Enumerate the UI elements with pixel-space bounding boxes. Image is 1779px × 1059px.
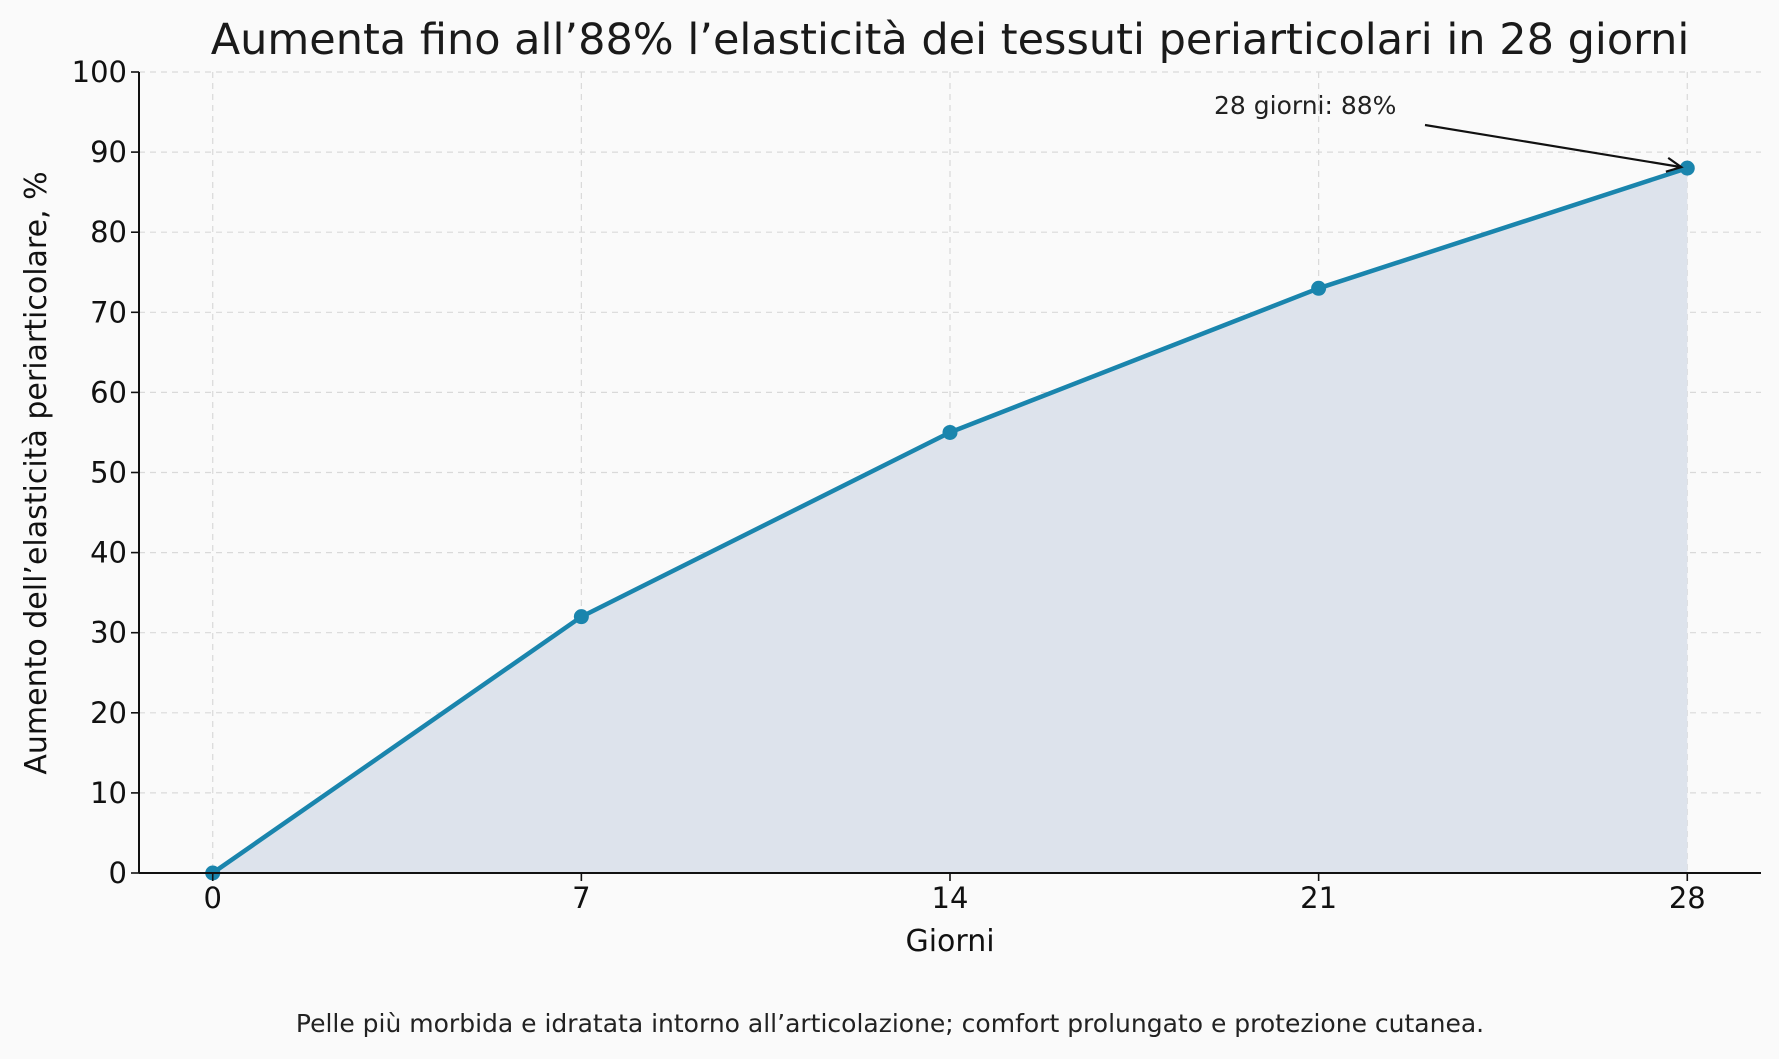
y-tick-label-1: 10: [90, 776, 127, 810]
y-tick-label-10: 100: [72, 55, 127, 89]
x-tick-label-3: 21: [1300, 881, 1337, 915]
y-ticks: 0 10 20 30 40 50 60 70 80 90 100: [72, 55, 139, 890]
annotation-text: 28 giorni: 88%: [1214, 91, 1396, 120]
y-tick-label-7: 70: [90, 295, 127, 329]
data-point-4: [1679, 160, 1695, 176]
x-tick-label-0: 0: [204, 881, 222, 915]
y-tick-label-6: 60: [90, 375, 127, 409]
y-tick-label-9: 90: [90, 135, 127, 169]
area-fill: [212, 168, 1688, 874]
y-tick-label-3: 30: [90, 616, 127, 650]
annotation-arrow: [1424, 123, 1682, 169]
annotation-arrowhead: [1665, 157, 1684, 173]
x-tick-label-4: 28: [1669, 881, 1706, 915]
annotation: 28 giorni: 88%: [1214, 91, 1684, 173]
data-point-3: [1311, 280, 1327, 296]
x-axis-label: Giorni: [905, 924, 994, 959]
y-tick-label-0: 0: [109, 856, 127, 890]
caption: Pelle più morbida e idratata intorno all…: [296, 1009, 1484, 1038]
x-ticks: 0 7 14 21 28: [204, 873, 1706, 915]
data-point-1: [573, 609, 589, 625]
chart-title: Aumenta fino all’88% l’elasticità dei te…: [211, 15, 1690, 65]
y-axis-label: Aumento dell’elasticità periarticolare, …: [19, 171, 54, 774]
y-tick-label-2: 20: [90, 696, 127, 730]
y-tick-label-5: 50: [90, 456, 127, 490]
y-tick-label-4: 40: [90, 536, 127, 570]
x-tick-label-1: 7: [572, 881, 590, 915]
data-point-2: [942, 424, 958, 440]
data-points: [205, 160, 1695, 881]
y-tick-label-8: 80: [90, 215, 127, 249]
x-tick-label-2: 14: [932, 881, 969, 915]
